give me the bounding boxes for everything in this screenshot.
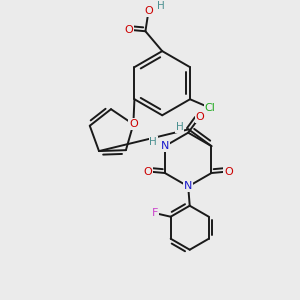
Text: O: O (195, 112, 204, 122)
Text: O: O (124, 25, 133, 35)
Text: F: F (152, 208, 158, 218)
Text: N: N (184, 182, 192, 191)
Text: N: N (161, 141, 169, 151)
Text: O: O (144, 6, 153, 16)
Text: Cl: Cl (204, 103, 215, 113)
Text: H: H (176, 122, 183, 132)
Text: O: O (224, 167, 233, 176)
Text: H: H (157, 1, 165, 11)
Text: O: O (129, 119, 138, 129)
Text: O: O (144, 167, 152, 176)
Text: H: H (149, 136, 157, 147)
